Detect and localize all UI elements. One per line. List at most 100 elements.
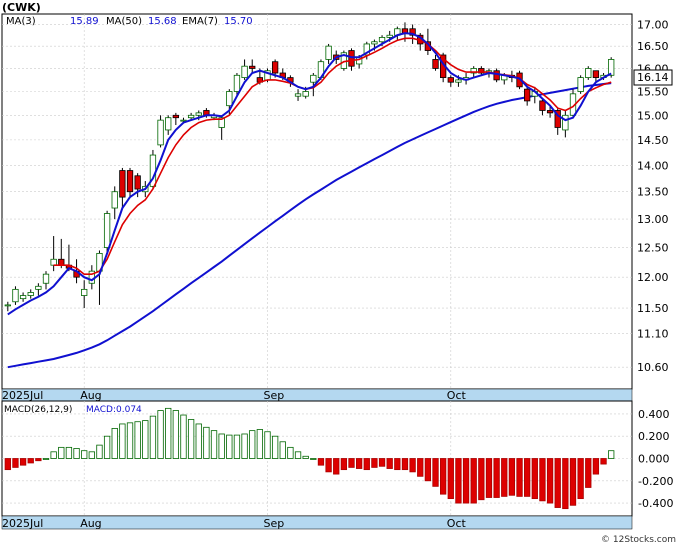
candle-up xyxy=(187,114,195,119)
macd-bar-positive xyxy=(42,458,50,460)
candle-down xyxy=(524,88,531,102)
price-panel xyxy=(1,13,633,390)
price-y-tick-label: 15.50 xyxy=(637,86,669,99)
macd-bar-negative xyxy=(19,458,27,466)
macd-bar-positive xyxy=(187,419,195,459)
candle-up xyxy=(562,114,569,131)
macd-bar-positive xyxy=(165,407,172,459)
candle-up xyxy=(310,74,317,83)
macd-bar-negative xyxy=(340,458,348,471)
macd-bar-positive xyxy=(50,451,57,459)
macd-bar-positive xyxy=(119,423,126,459)
macd-bar-positive xyxy=(157,410,164,459)
candle-up xyxy=(19,295,27,300)
candle-down xyxy=(546,110,554,114)
macd-histogram xyxy=(4,407,615,510)
candle-up xyxy=(35,285,42,290)
macd-bar-positive xyxy=(249,430,256,459)
macd-bar-negative xyxy=(592,458,600,475)
candle-up xyxy=(378,37,386,43)
candle-up xyxy=(226,91,233,107)
price-x-tick-label: 2025Jul xyxy=(2,389,43,402)
macd-bar-positive xyxy=(241,433,248,459)
macd-bar-positive xyxy=(271,435,279,459)
macd-bar-negative xyxy=(35,458,42,462)
macd-bar-positive xyxy=(58,446,65,459)
candle-up xyxy=(585,68,592,78)
macd-bar-positive xyxy=(233,434,241,459)
ema7-value: 15.70 xyxy=(224,16,253,27)
candle-down xyxy=(539,100,546,111)
macd-bar-positive xyxy=(65,446,73,459)
candle-up xyxy=(363,43,370,56)
candle-up xyxy=(4,304,11,307)
price-y-tick-label: 17.00 xyxy=(637,18,669,31)
candle-up xyxy=(111,191,118,209)
ma3-value: 15.89 xyxy=(70,16,99,27)
price-y-axis: 17.0016.5016.0015.5015.0014.5014.0013.50… xyxy=(637,18,669,374)
macd-bar-positive xyxy=(142,420,149,459)
last-price-badge xyxy=(633,69,673,86)
macd-bar-negative xyxy=(325,458,332,473)
macd-bar-positive xyxy=(73,448,80,459)
macd-x-tick-label: Aug xyxy=(80,517,101,530)
macd-y-tick-label: 0.200 xyxy=(638,430,670,443)
macd-bar-positive xyxy=(134,421,141,459)
price-y-tick-label: 13.00 xyxy=(637,213,669,226)
price-y-tick-label: 11.10 xyxy=(637,328,669,341)
price-y-tick-label: 14.50 xyxy=(637,134,669,147)
macd-bar-positive xyxy=(294,451,302,459)
macd-bar-positive xyxy=(302,455,309,459)
watermark: © 12Stocks.com xyxy=(601,535,676,545)
macd-value-label: MACD:0.074 xyxy=(86,405,142,415)
candle-up xyxy=(608,59,615,76)
macd-bar-negative xyxy=(401,458,409,471)
price-y-tick-label: 16.50 xyxy=(637,40,669,53)
ma3-label: MA(3) xyxy=(6,16,36,27)
candle-down xyxy=(432,59,439,69)
price-x-tick-label: Aug xyxy=(80,389,101,402)
candle-up xyxy=(42,273,50,284)
candle-up xyxy=(27,292,34,296)
ma50-value: 15.68 xyxy=(148,16,177,27)
macd-bar-negative xyxy=(516,458,523,497)
macd-bar-negative xyxy=(363,458,370,471)
candle-up xyxy=(386,34,393,38)
ticker-title: (CWK) xyxy=(2,1,41,14)
candle-down xyxy=(478,68,485,74)
price-y-tick-label: 13.50 xyxy=(637,186,669,199)
candle-down xyxy=(134,175,141,190)
ma50-line xyxy=(7,82,612,369)
macd-bar-negative xyxy=(394,458,401,471)
candle-up xyxy=(241,65,248,78)
macd-bar-positive xyxy=(264,431,271,459)
macd-bar-positive xyxy=(310,458,317,460)
candle-up xyxy=(157,119,164,146)
candle-down xyxy=(493,70,500,81)
macd-bar-negative xyxy=(348,458,355,468)
macd-x-tick-label: Oct xyxy=(447,517,467,530)
macd-bar-negative xyxy=(524,458,531,497)
candle-up xyxy=(165,117,172,131)
macd-x-axis: 2025Jul Aug Sep Oct xyxy=(2,517,466,530)
macd-bar-negative xyxy=(447,458,454,500)
price-x-axis: 2025Jul Aug Sep Oct xyxy=(2,389,466,402)
candle-up xyxy=(103,213,111,248)
candle-up xyxy=(302,91,309,97)
macd-bar-negative xyxy=(478,458,485,501)
macd-bar-positive xyxy=(256,429,264,459)
macd-y-tick-label: -0.400 xyxy=(638,497,673,510)
macd-bar-negative xyxy=(577,458,584,500)
candle-up xyxy=(325,45,332,60)
macd-bar-positive xyxy=(149,415,157,459)
macd-y-axis: 0.400 0.200 0.000 -0.200 -0.400 xyxy=(638,408,673,510)
price-y-tick-label: 10.60 xyxy=(637,361,669,374)
candle-down xyxy=(172,114,179,119)
macd-bar-negative xyxy=(546,458,554,504)
macd-bar-negative xyxy=(554,458,561,508)
candle-down xyxy=(447,77,454,83)
candle-up xyxy=(180,119,187,122)
macd-bar-positive xyxy=(172,410,179,459)
